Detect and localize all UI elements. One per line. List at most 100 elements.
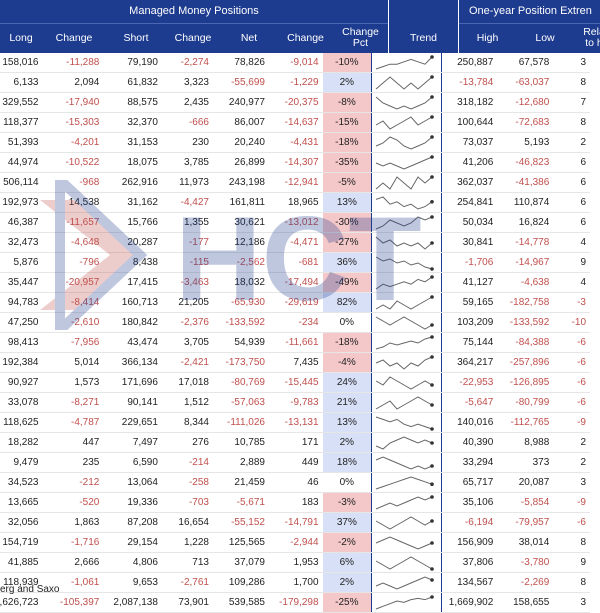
trend-sparkline [371,332,442,353]
cell-change3: -2,944 [268,532,323,553]
sparkline-chart [375,575,434,590]
cell-pct: 6% [322,552,372,573]
cell-change3: 7,435 [268,352,323,373]
cell-long: 35,447 [0,272,43,293]
cell-net: -2,562 [212,252,269,273]
sparkline-chart [375,74,434,90]
table-row: 506,114 -968 262,916 11,973 243,198 -12,941 -5… [0,172,590,193]
cell-change1: -20,957 [42,272,104,293]
cell-high: 41,206 [440,152,498,173]
sparkline-chart [375,515,434,530]
cell-short: 8,438 [103,252,162,273]
cell-short: 31,153 [103,132,162,153]
cell-net: 21,459 [212,472,269,493]
sparkline-chart [375,395,434,410]
cell-change1: -8,414 [42,292,104,313]
cell-low: 8,988 [497,432,554,453]
table-row: 44,974 -10,522 18,075 3,785 26,899 -14,307 -35… [0,152,590,173]
trend-sparkline [371,492,442,513]
cell-high: 140,016 [440,412,498,433]
cell-change2: -2,421 [161,352,213,373]
cell-pct: -3% [322,492,372,513]
sparkline-chart [375,154,434,170]
cell-long: 6,133 [0,72,43,93]
cell-pct: -27% [322,232,372,253]
sparkline-line [375,416,433,429]
trend-sparkline [371,572,442,593]
cell-change1: -212 [42,472,104,493]
sparkline-end-point [430,566,434,571]
trend-sparkline [371,452,442,473]
cell-high: 156,909 [440,532,498,553]
table-row: 329,552 -17,940 88,575 2,435 240,977 -20,375-… [0,92,590,113]
sparkline-line [375,135,433,150]
cell-low: -2,269 [497,572,554,593]
trend-sparkline [371,392,442,413]
sparkline-chart [375,535,434,550]
trend-sparkline [371,232,442,253]
sparkline-end-point [430,440,434,445]
trend-sparkline [371,532,442,553]
table-row: 118,939 -1,061 9,653 -2,761 109,286 1,700 2% 13… [0,572,590,593]
sparkline-end-point [430,134,434,139]
trend-sparkline [371,372,442,393]
cell-rel: 4 [553,272,590,293]
col-long-header: Long [0,23,42,53]
cell-short: 6,590 [103,452,162,473]
cell-rel: 8 [553,572,590,593]
cell-change1: -11,657 [42,212,104,233]
header-separator [388,0,389,53]
sparkline-end-point [430,294,434,299]
table-row: 90,927 1,573 171,696 17,018 -80,769 -15,445 24… [0,372,590,393]
sparkline-chart [375,174,434,190]
cell-high: 362,037 [440,172,498,193]
cell-change1: -796 [42,252,104,273]
cell-long: 46,387 [0,212,43,233]
sparkline-chart [375,354,434,370]
cell-low: -257,896 [497,352,554,373]
cell-short: 79,190 [103,53,162,73]
sparkline-end-point [430,114,434,119]
cell-net: 539,585 [212,592,269,613]
cell-change1: 235 [42,452,104,473]
cell-rel: 3 [553,53,590,73]
cell-long: 41,885 [0,552,43,573]
cell-low: -12,680 [497,92,554,113]
cell-high: 250,887 [440,53,498,73]
sparkline-line [375,575,433,590]
cell-rel: -3 [553,292,590,313]
cell-change3: -14,791 [268,512,323,533]
cell-pct: 21% [322,392,372,413]
trend-sparkline [371,53,442,73]
cell-high: -1,706 [440,252,498,273]
cell-net: -55,152 [212,512,269,533]
cell-change2: 3,323 [161,72,213,93]
cell-high: -22,953 [440,372,498,393]
cell-net: -57,063 [212,392,269,413]
table-row: 154,719 -1,716 29,154 1,228 125,565 -2,944 -2%… [0,532,590,553]
sparkline-end-point [430,154,434,159]
cell-change3: -9,783 [268,392,323,413]
table-row: 34,523 -212 13,064 -258 21,459 46 0% 65,717 20,0… [0,472,590,493]
sparkline-line [375,495,433,509]
cell-short: 171,696 [103,372,162,393]
cell-short: 29,154 [103,532,162,553]
table-row: 51,393 -4,201 31,153 230 20,240 -4,431 -18% 73,… [0,132,590,153]
cell-change2: -258 [161,472,213,493]
sparkline-line [375,555,433,570]
table-row: 32,473 -4,648 20,287 -177 12,186 -4,471 -27% 30… [0,232,590,253]
cell-net: 243,198 [212,172,269,193]
cell-change3: -14,637 [268,112,323,133]
trend-sparkline [371,172,442,193]
sparkline-line [375,156,433,170]
cell-pct: 2% [322,572,372,593]
sparkline-line [375,435,433,450]
cell-high: 41,127 [440,272,498,293]
cell-low: 20,087 [497,472,554,493]
cell-rel: 8 [553,72,590,93]
cell-low: -112,765 [497,412,554,433]
cell-high: 35,106 [440,492,498,513]
trend-sparkline [371,552,442,573]
cell-rel: 8 [553,532,590,553]
sparkline-line [375,535,433,550]
